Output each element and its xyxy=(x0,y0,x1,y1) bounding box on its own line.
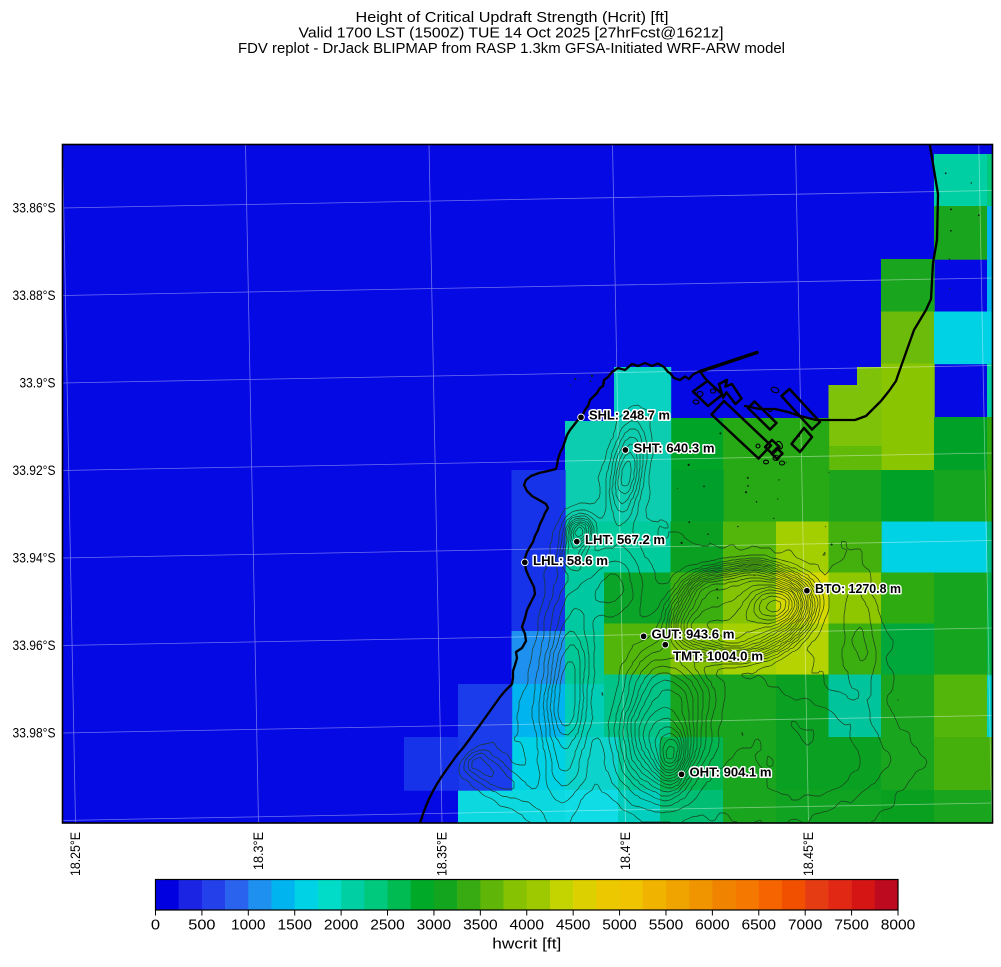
svg-text:5000: 5000 xyxy=(602,918,637,934)
svg-text:33.98°S: 33.98°S xyxy=(13,726,56,741)
svg-text:6500: 6500 xyxy=(742,918,777,934)
svg-text:3000: 3000 xyxy=(417,918,452,934)
svg-text:0: 0 xyxy=(151,918,160,934)
svg-text:18.3°E: 18.3°E xyxy=(251,832,266,870)
svg-text:18.25°E: 18.25°E xyxy=(68,832,83,876)
svg-text:18.45°E: 18.45°E xyxy=(801,832,816,876)
svg-text:SHT: 640.3 m: SHT: 640.3 m xyxy=(634,440,715,455)
svg-text:33.94°S: 33.94°S xyxy=(13,551,56,566)
svg-text:3500: 3500 xyxy=(463,918,498,934)
svg-text:18.35°E: 18.35°E xyxy=(435,832,450,876)
svg-text:33.86°S: 33.86°S xyxy=(13,201,56,216)
svg-text:2000: 2000 xyxy=(324,918,359,934)
svg-text:500: 500 xyxy=(188,918,215,934)
svg-text:2500: 2500 xyxy=(370,918,405,934)
svg-text:Height of Critical Updraft Str: Height of Critical Updraft Strength (Hcr… xyxy=(356,10,669,26)
svg-text:LHT: 567.2 m: LHT: 567.2 m xyxy=(585,532,665,547)
svg-text:33.96°S: 33.96°S xyxy=(13,638,56,653)
svg-text:BTO: 1270.8 m: BTO: 1270.8 m xyxy=(815,581,901,596)
svg-text:33.92°S: 33.92°S xyxy=(13,463,56,478)
svg-text:TMT: 1004.0 m: TMT: 1004.0 m xyxy=(673,649,763,664)
svg-text:6000: 6000 xyxy=(695,918,730,934)
svg-text:OHT: 904.1 m: OHT: 904.1 m xyxy=(690,765,772,780)
svg-text:1000: 1000 xyxy=(231,918,266,934)
svg-text:GUT: 943.6 m: GUT: 943.6 m xyxy=(652,627,735,642)
svg-text:8000: 8000 xyxy=(881,918,916,934)
svg-text:4000: 4000 xyxy=(510,918,545,934)
svg-text:7500: 7500 xyxy=(834,918,869,934)
svg-text:FDV replot - DrJack BLIPMAP fr: FDV replot - DrJack BLIPMAP from RASP 1.… xyxy=(238,41,785,57)
svg-text:33.88°S: 33.88°S xyxy=(13,288,56,303)
svg-text:33.9°S: 33.9°S xyxy=(20,376,56,391)
svg-text:5500: 5500 xyxy=(649,918,684,934)
svg-text:4500: 4500 xyxy=(556,918,591,934)
svg-text:Valid 1700 LST (1500Z) TUE 14: Valid 1700 LST (1500Z) TUE 14 Oct 2025 [… xyxy=(299,26,724,42)
svg-text:1500: 1500 xyxy=(277,918,312,934)
svg-text:hwcrit [ft]: hwcrit [ft] xyxy=(492,937,561,953)
svg-text:18.4°E: 18.4°E xyxy=(618,832,633,870)
svg-text:SHL: 248.7 m: SHL: 248.7 m xyxy=(589,408,670,423)
svg-text:LHL: 58.6 m: LHL: 58.6 m xyxy=(533,553,608,568)
svg-text:7000: 7000 xyxy=(788,918,823,934)
